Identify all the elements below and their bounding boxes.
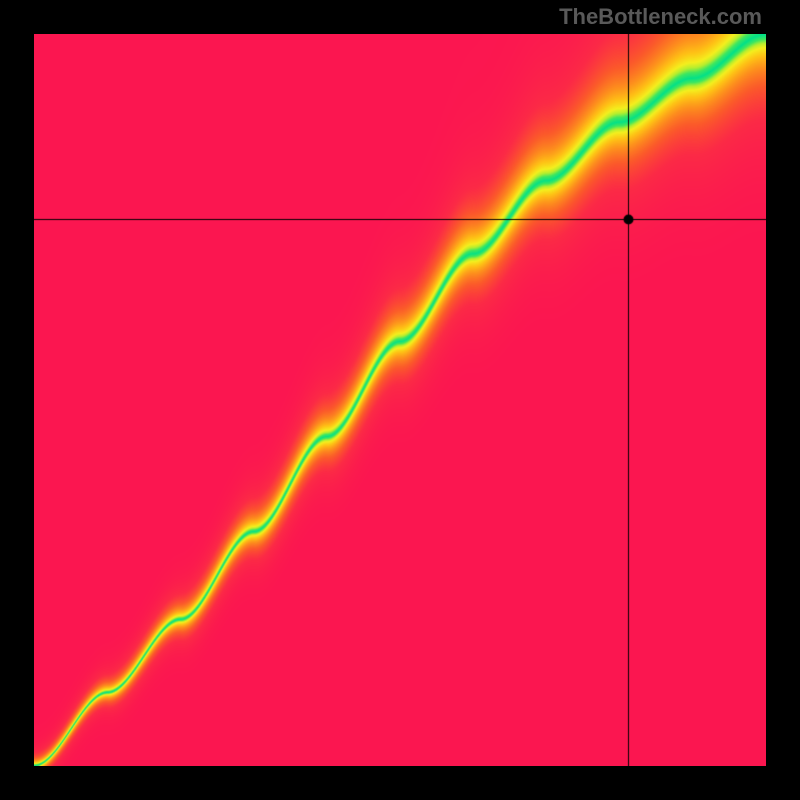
chart-container: TheBottleneck.com bbox=[0, 0, 800, 800]
watermark-text: TheBottleneck.com bbox=[559, 4, 762, 30]
crosshair-overlay bbox=[34, 34, 766, 766]
